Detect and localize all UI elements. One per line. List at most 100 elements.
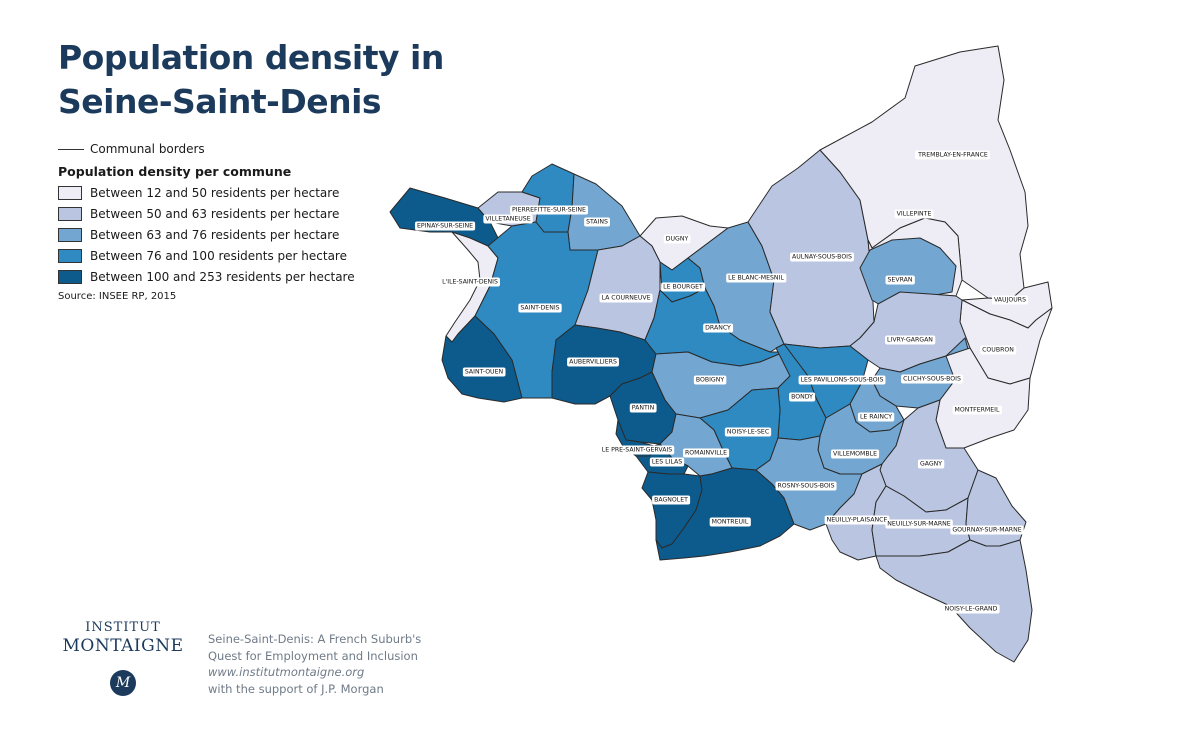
commune-label-text: LE RAINCY	[860, 414, 892, 421]
legend-swatch	[58, 185, 82, 200]
border-line-symbol	[58, 148, 84, 150]
commune-label-le-raincy: LE RAINCY	[857, 412, 895, 422]
legend-class-label: Between 63 and 76 residents per hectare	[90, 227, 340, 242]
commune-label-noisy-le-sec: NOISY-LE-SEC	[724, 427, 772, 437]
legend-swatch	[58, 227, 82, 242]
commune-noisy-le-grand	[875, 539, 1033, 663]
commune-label-villepinte: VILLEPINTE	[894, 209, 934, 219]
legend-class-4: Between 76 and 100 residents per hectare	[58, 245, 378, 266]
legend-border-entry: Communal borders	[58, 140, 378, 158]
commune-label-box	[652, 495, 691, 505]
commune-label-pierrefitte-sur-seine: PIERREFITTE-SUR-SEINE	[510, 205, 589, 215]
commune-label-box	[885, 335, 936, 345]
commune-label-box	[790, 252, 855, 262]
commune-label-text: LE BLANC-MESNIL	[728, 275, 784, 282]
commune-epinay-sur-seine	[389, 187, 499, 247]
commune-label-text: DUGNY	[666, 236, 689, 243]
commune-label-sevran: SEVRAN	[885, 275, 915, 285]
commune-label-text: GAGNY	[920, 461, 942, 468]
commune-label-text: TREMBLAY-EN-FRANCE	[917, 152, 988, 159]
commune-label-text: BONDY	[791, 394, 813, 401]
commune-label-box	[798, 375, 886, 385]
commune-label-la-courneuve: LA COURNEUVE	[599, 293, 653, 303]
legend-class-3: Between 63 and 76 residents per hectare	[58, 224, 378, 245]
commune-label-box	[915, 150, 990, 160]
commune-label-box	[901, 374, 964, 384]
legend-swatch	[58, 269, 82, 284]
commune-label-le-bourget: LE BOURGET	[661, 282, 706, 292]
commune-label-les-lilas: LES LILAS	[649, 457, 685, 467]
legend-class-1: Between 12 and 50 residents per hectare	[58, 182, 378, 203]
commune-label-box	[980, 345, 1017, 355]
commune-gournay-sur-marne	[965, 469, 1027, 547]
commune-label-tremblay-en-france: TREMBLAY-EN-FRANCE	[915, 150, 990, 160]
commune-label-box	[703, 323, 734, 333]
commune-label-text: ROSNY-SOUS-BOIS	[777, 483, 834, 490]
data-source: Source: INSEE RP, 2015	[58, 291, 177, 302]
credits-line-1: Seine-Saint-Denis: A French Suburb's	[208, 632, 422, 646]
commune-label-livry-gargan: LIVRY-GARGAN	[885, 335, 936, 345]
commune-label-drancy: DRANCY	[703, 323, 734, 333]
commune-label-aubervilliers: AUBERVILLIERS	[567, 357, 619, 367]
legend-class-label: Between 50 and 63 residents per hectare	[90, 206, 340, 221]
commune-label-text: DRANCY	[705, 325, 731, 332]
commune-label-box	[917, 459, 945, 469]
legend-swatch	[58, 206, 82, 221]
commune-label-montreuil: MONTREUIL	[709, 517, 751, 527]
commune-label-text: VILLETANEUSE	[485, 216, 530, 223]
institut-montaigne-logo: INSTITUT MONTAIGNE M	[58, 620, 188, 696]
commune-label-box	[414, 221, 476, 231]
logo-mark-icon: M	[110, 670, 136, 696]
commune-label-text: MONTFERMEIL	[955, 407, 1000, 414]
commune-label-box	[462, 367, 506, 377]
commune-label-box	[950, 525, 1024, 535]
commune-label-bobigny: BOBIGNY	[693, 375, 727, 385]
commune-label-box	[663, 234, 691, 244]
commune-label-gagny: GAGNY	[917, 459, 945, 469]
commune-label-les-pavillons-sous-bois: LES PAVILLONS-SOUS-BOIS	[798, 375, 886, 385]
credits-line-2: Quest for Employment and Inclusion	[208, 648, 418, 663]
commune-label-bondy: BONDY	[789, 392, 816, 402]
legend-swatch	[58, 248, 82, 263]
commune-label-box	[629, 403, 657, 413]
commune-label-text: EPINAY-SUR-SEINE	[417, 223, 473, 230]
commune-label-box	[510, 205, 589, 215]
commune-label-saint-denis: SAINT-DENIS	[518, 303, 562, 313]
commune-label-text: SEVRAN	[888, 277, 913, 284]
commune-label-box	[599, 445, 675, 455]
commune-label-bagnolet: BAGNOLET	[652, 495, 691, 505]
commune-label-neuilly-sur-marne: NEUILLY-SUR-MARNE	[885, 519, 953, 529]
publication-credits: Seine-Saint-Denis: A French Suburb's Que…	[208, 631, 421, 697]
commune-label-box	[952, 405, 1003, 415]
commune-label-l-ile-saint-denis: L'ILE-SAINT-DENIS	[440, 277, 500, 287]
commune-label-villemomble: VILLEMOMBLE	[830, 449, 880, 459]
commune-label-text: NEUILLY-SUR-MARNE	[887, 521, 950, 528]
commune-label-text: SAINT-OUEN	[465, 369, 504, 376]
commune-label-montfermeil: MONTFERMEIL	[952, 405, 1003, 415]
commune-label-coubron: COUBRON	[980, 345, 1017, 355]
legend-class-2: Between 50 and 63 residents per hectare	[58, 203, 378, 224]
legend-border-label: Communal borders	[90, 142, 205, 156]
commune-label-text: AUBERVILLIERS	[569, 359, 617, 366]
commune-label-box	[789, 392, 816, 402]
commune-label-text: LE PRE-SAINT-GERVAIS	[602, 447, 672, 454]
commune-label-box	[726, 273, 787, 283]
commune-label-neuilly-plaisance: NEUILLY-PLAISANCE	[824, 515, 890, 525]
logo-line-2: MONTAIGNE	[62, 636, 184, 656]
commune-label-saint-ouen: SAINT-OUEN	[462, 367, 506, 377]
commune-label-box	[942, 604, 1000, 614]
commune-label-box	[724, 427, 772, 437]
commune-label-text: PANTIN	[632, 405, 655, 412]
commune-label-clichy-sous-bois: CLICHY-SOUS-BOIS	[901, 374, 964, 384]
legend-heading: Population density per commune	[58, 164, 292, 179]
commune-label-epinay-sur-seine: EPINAY-SUR-SEINE	[414, 221, 476, 231]
legend-class-label: Between 100 and 253 residents per hectar…	[90, 269, 355, 284]
commune-label-box	[885, 275, 915, 285]
commune-label-text: MONTREUIL	[712, 519, 749, 526]
commune-label-le-pre-saint-gervais: LE PRE-SAINT-GERVAIS	[599, 445, 675, 455]
commune-label-box	[649, 457, 685, 467]
commune-label-text: VAUJOURS	[994, 297, 1026, 304]
commune-label-box	[518, 303, 562, 313]
commune-label-text: LA COURNEUVE	[601, 295, 650, 302]
